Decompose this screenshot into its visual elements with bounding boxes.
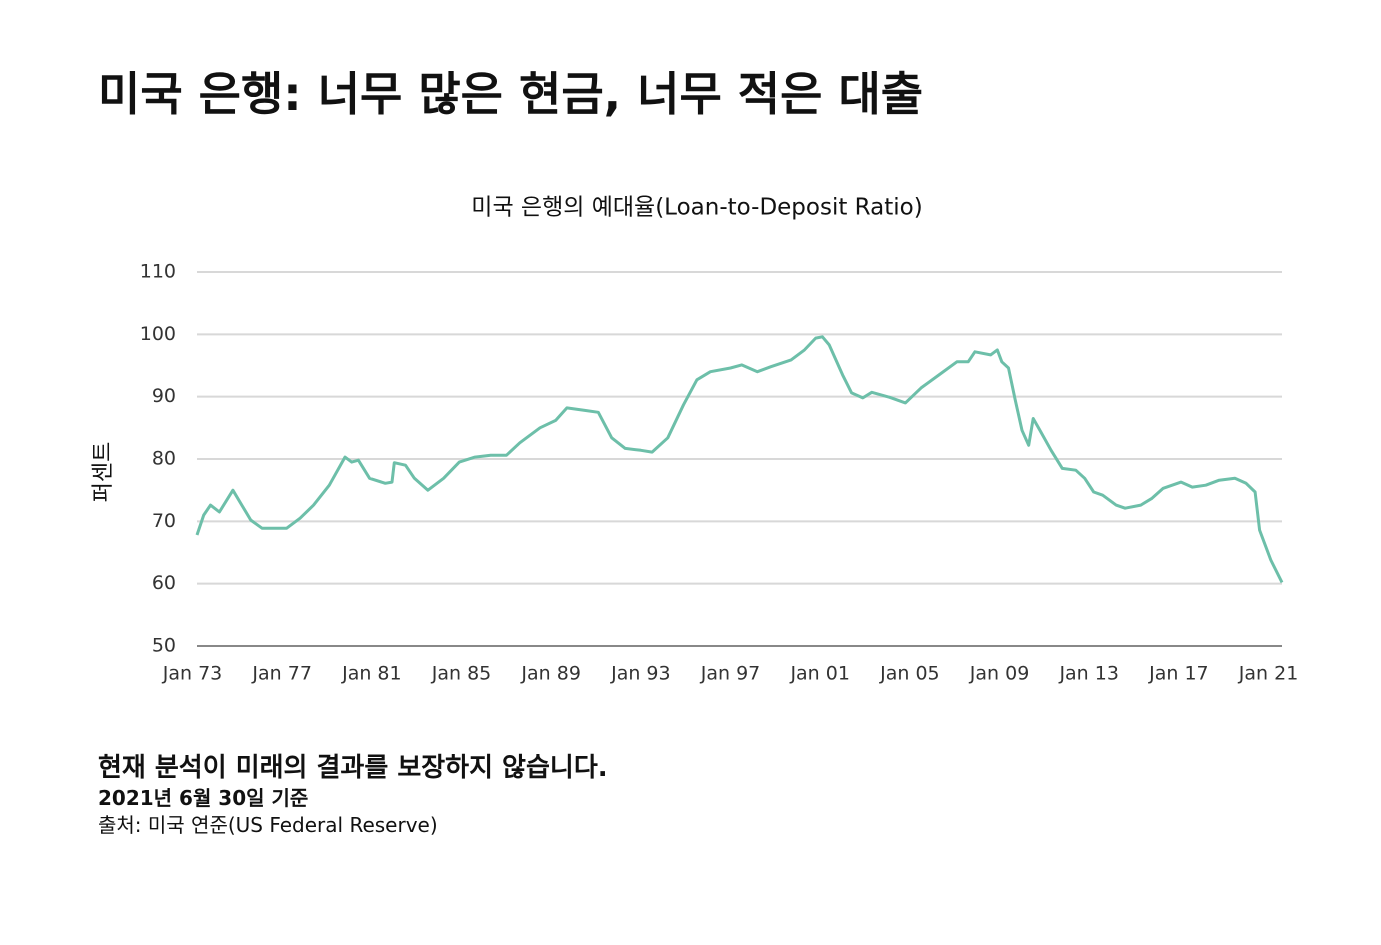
y-axis-label: 퍼센트 bbox=[91, 442, 116, 503]
y-tick-label: 110 bbox=[140, 261, 176, 283]
y-tick-label: 60 bbox=[152, 572, 176, 594]
x-tick-label: Jan 17 bbox=[1148, 663, 1209, 685]
y-tick-label: 80 bbox=[152, 448, 176, 470]
chart-title: 미국 은행의 예대율(Loan-to-Deposit Ratio) bbox=[471, 195, 922, 221]
y-tick-label: 70 bbox=[152, 510, 176, 532]
heading: 미국 은행: 너무 많은 현금, 너무 적은 대출 bbox=[98, 67, 923, 121]
x-tick-label: Jan 05 bbox=[879, 663, 940, 685]
note: 출처: 미국 연준(US Federal Reserve) bbox=[98, 813, 438, 837]
x-tick-label: Jan 73 bbox=[162, 663, 223, 685]
y-tick-label: 50 bbox=[152, 635, 176, 657]
x-tick-label: Jan 13 bbox=[1058, 663, 1119, 685]
x-tick-label: Jan 97 bbox=[700, 663, 761, 685]
note: 현재 분석이 미래의 결과를 보장하지 않습니다. bbox=[98, 753, 608, 783]
y-tick-label: 90 bbox=[152, 385, 176, 407]
x-tick-label: Jan 93 bbox=[610, 663, 671, 685]
x-tick-label: Jan 09 bbox=[969, 663, 1030, 685]
y-tick-label: 100 bbox=[140, 323, 176, 345]
x-tick-label: Jan 85 bbox=[431, 663, 492, 685]
x-tick-label: Jan 89 bbox=[520, 663, 581, 685]
x-tick-label: Jan 01 bbox=[789, 663, 850, 685]
x-tick-label: Jan 21 bbox=[1238, 663, 1299, 685]
note: 2021년 6월 30일 기준 bbox=[98, 786, 308, 810]
data-line bbox=[195, 335, 1284, 584]
x-tick-label: Jan 81 bbox=[341, 663, 402, 685]
x-tick-label: Jan 77 bbox=[251, 663, 312, 685]
